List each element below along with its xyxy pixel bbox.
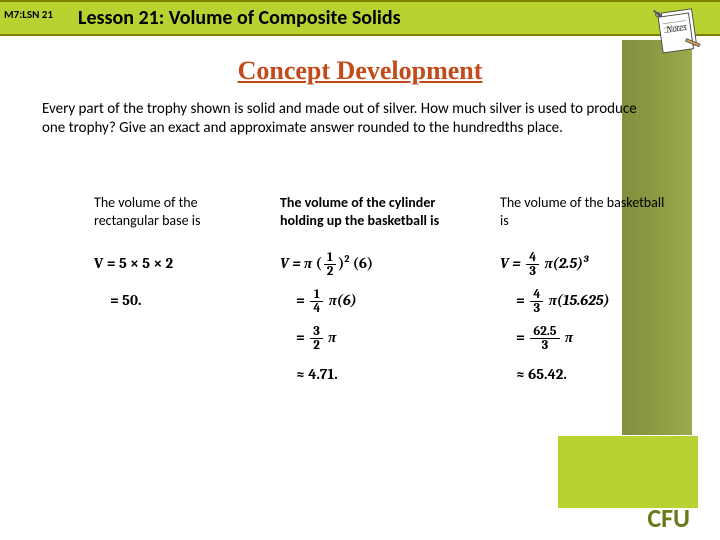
slide: M7:LSN 21 Lesson 21: Volume of Composite… [0,0,720,540]
col2-heading: The volume of the cylinder holding up th… [280,194,470,229]
col3-math: V = 43 π(2.5)³ = 43 π(15.625) = 62.53 π … [500,247,670,391]
col2-math: V = π (12)2 (6) = 14 π(6) = 32 π ≈ 4.71. [280,247,470,391]
module-tag: M7:LSN 21 [4,8,53,21]
col3-heading: The volume of the basketball is [500,194,670,229]
notes-icon: Notes [650,2,706,56]
concept-heading: Concept Development [0,56,720,86]
column-rectangular-base: The volume of the rectangular base is V … [94,194,254,321]
col1-heading: The volume of the rectangular base is [94,194,254,229]
column-cylinder: The volume of the cylinder holding up th… [280,194,470,395]
decor-bottom-band [558,436,698,508]
cfu-label: CFU [647,502,690,534]
lesson-title: Lesson 21: Volume of Composite Solids [78,6,401,30]
problem-text: Every part of the trophy shown is solid … [42,100,660,138]
column-basketball: The volume of the basketball is V = 43 π… [500,194,670,395]
col1-math: V = 5 × 5 × 2 = 50. [94,247,254,317]
